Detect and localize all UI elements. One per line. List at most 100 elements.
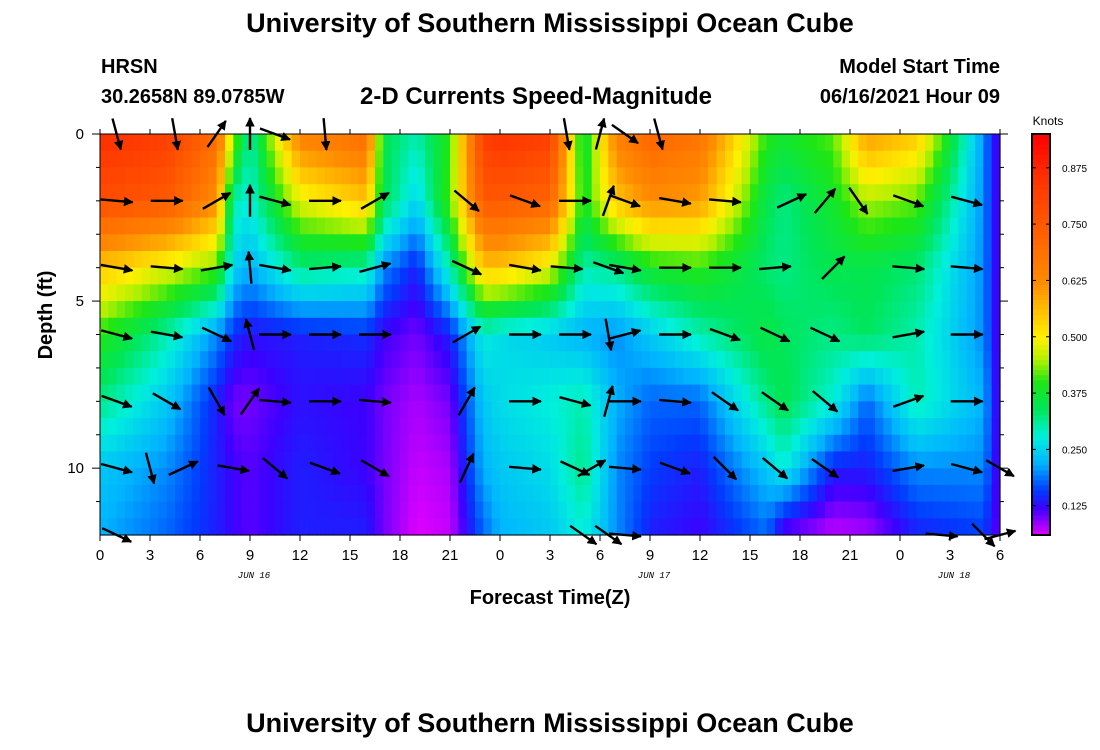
heat-cell	[408, 234, 418, 252]
heat-cell	[100, 451, 109, 469]
heat-cell	[958, 401, 968, 419]
heat-cell	[433, 518, 443, 536]
heat-cell	[750, 317, 759, 336]
heat-cell	[541, 384, 551, 402]
heat-cell	[358, 518, 368, 536]
heat-cell	[391, 250, 401, 269]
heat-cell	[691, 418, 701, 436]
heat-cell	[216, 301, 226, 319]
heat-cell	[825, 451, 834, 469]
heat-cell	[308, 434, 318, 453]
heat-cell	[808, 184, 818, 202]
current-vector	[308, 262, 342, 272]
heat-cell	[308, 451, 318, 469]
colorbar-segment	[1032, 524, 1050, 531]
heat-cell	[941, 501, 951, 519]
heat-cell	[475, 184, 484, 202]
heat-cell	[950, 468, 959, 486]
heat-cell	[258, 351, 268, 369]
heat-cell	[166, 317, 176, 336]
heat-cell	[741, 184, 751, 202]
heat-cell	[791, 150, 801, 169]
heat-cell	[800, 334, 809, 352]
heat-cell	[425, 284, 434, 302]
heat-cell	[850, 518, 859, 536]
y-tick-label: 5	[76, 293, 84, 310]
heat-cell	[341, 418, 351, 436]
heat-cell	[950, 134, 959, 152]
current-vector	[821, 255, 846, 280]
heat-cell	[708, 401, 718, 419]
heat-cell	[450, 501, 459, 519]
heat-cell	[425, 301, 434, 319]
heat-cell	[208, 167, 218, 185]
heat-cell	[675, 134, 684, 152]
current-vector	[658, 196, 692, 207]
heat-cell	[866, 401, 876, 419]
heat-cell	[250, 234, 259, 252]
heat-cell	[941, 217, 951, 235]
colorbar-segment	[1032, 409, 1050, 416]
heat-cell	[658, 150, 668, 169]
heat-cell	[158, 468, 168, 486]
heat-cell	[675, 150, 684, 169]
heat-cell	[441, 200, 451, 219]
heat-cell	[925, 401, 934, 419]
heat-cell	[641, 267, 651, 285]
heat-cell	[291, 150, 301, 169]
heat-cell	[683, 150, 693, 169]
heat-cell	[858, 284, 868, 302]
current-vector	[594, 524, 623, 546]
heat-cell	[541, 150, 551, 169]
colorbar-segment	[1032, 134, 1050, 140]
heat-cell	[108, 317, 118, 336]
heat-cell	[250, 217, 259, 235]
heat-cell	[466, 351, 476, 369]
heat-cell	[233, 267, 243, 285]
heat-cell	[350, 434, 359, 453]
heat-cell	[233, 401, 243, 419]
colorbar-segment	[1032, 179, 1050, 185]
heat-cell	[775, 250, 784, 269]
heat-cell	[550, 334, 559, 352]
heat-cell	[900, 351, 909, 369]
heat-cell	[716, 334, 726, 352]
heat-cell	[583, 184, 593, 202]
current-vector	[171, 117, 182, 151]
heat-cell	[558, 518, 568, 536]
heat-cell	[733, 518, 743, 536]
footer-title: University of Southern Mississippi Ocean…	[246, 708, 854, 738]
current-vector	[925, 530, 959, 541]
current-vector	[101, 527, 133, 543]
heat-cell	[866, 167, 876, 185]
heat-cell	[175, 217, 184, 235]
colorbar-segment	[1032, 479, 1050, 486]
heat-cell	[100, 401, 109, 419]
heat-cell	[675, 284, 684, 302]
heat-cell	[391, 200, 401, 219]
heat-cell	[616, 401, 626, 419]
heat-cell	[516, 451, 526, 469]
heat-cell	[133, 250, 143, 269]
current-vector	[144, 452, 157, 485]
heat-cell	[475, 250, 484, 269]
current-vector	[950, 263, 984, 274]
heat-cell	[150, 267, 159, 285]
heat-cell	[416, 234, 426, 252]
heat-cell	[775, 234, 784, 252]
heat-cell	[291, 501, 301, 519]
heat-cell	[316, 434, 326, 453]
heat-cell	[183, 301, 193, 319]
heat-cell	[825, 167, 834, 185]
heat-cell	[875, 484, 884, 503]
heat-cell	[683, 367, 693, 386]
heat-cell	[100, 217, 109, 235]
heat-cell	[716, 234, 726, 252]
x-tick-label: 9	[646, 547, 654, 564]
heat-cell	[400, 150, 409, 169]
heat-cell	[550, 401, 559, 419]
heat-cell	[191, 267, 201, 285]
heat-cell	[233, 317, 243, 336]
heat-cell	[966, 167, 976, 185]
heat-cell	[375, 351, 384, 369]
